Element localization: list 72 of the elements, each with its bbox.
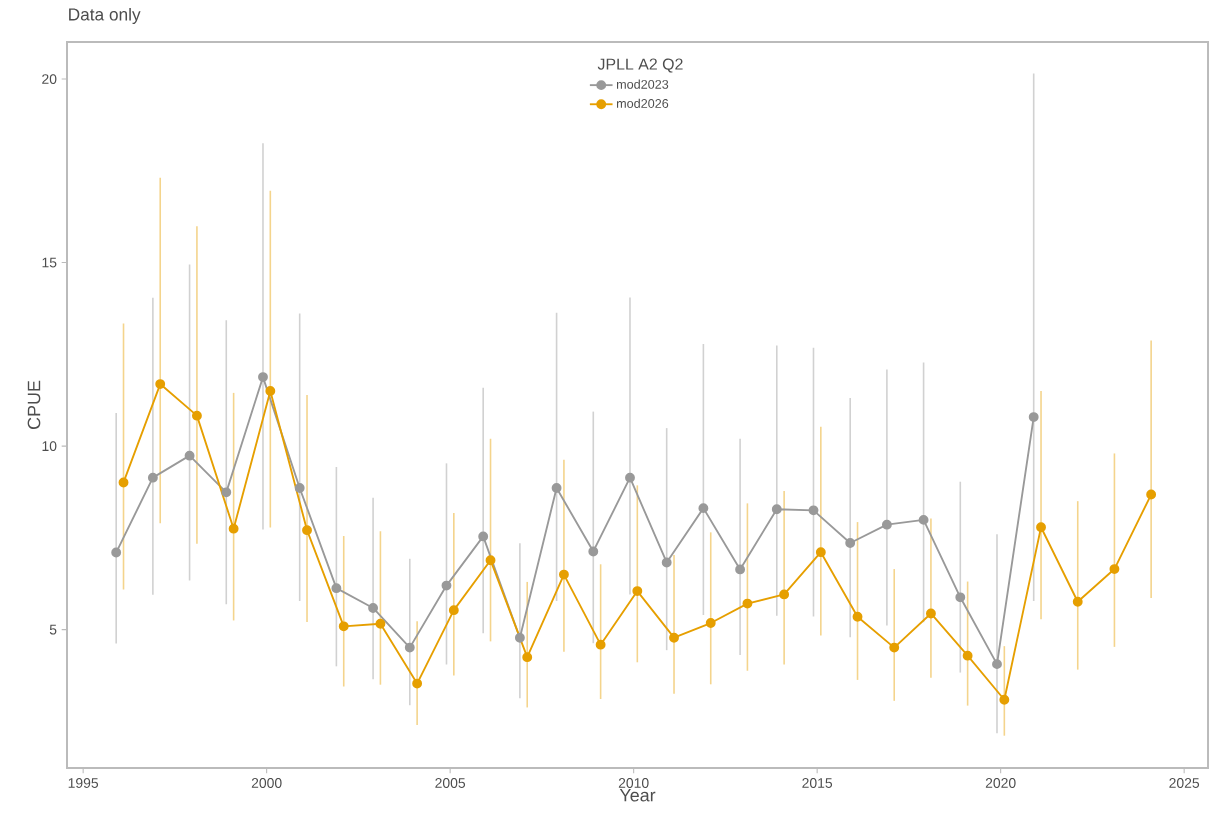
y-axis-title: CPUE — [27, 380, 41, 429]
point — [441, 580, 452, 591]
point — [918, 514, 929, 525]
point — [742, 598, 753, 609]
point — [184, 450, 195, 461]
point — [852, 611, 863, 622]
point — [992, 659, 1002, 670]
y-tick-label: 5 — [49, 624, 57, 635]
point — [111, 547, 122, 558]
point — [265, 386, 276, 396]
y-tick-label: 20 — [42, 74, 57, 85]
point — [1109, 564, 1120, 574]
point — [999, 694, 1010, 705]
point — [1146, 489, 1157, 500]
point — [155, 379, 166, 390]
point — [1028, 412, 1039, 423]
x-tick-label: 2005 — [435, 778, 466, 788]
x-tick-label: 2025 — [1169, 778, 1200, 788]
point — [558, 569, 569, 580]
point — [1036, 522, 1046, 533]
point — [338, 621, 349, 632]
point — [735, 564, 746, 575]
point — [808, 505, 819, 516]
point — [625, 472, 635, 483]
x-tick-label: 2000 — [251, 778, 282, 788]
point — [478, 531, 489, 542]
point — [514, 632, 525, 643]
point — [779, 589, 790, 600]
chart-title: Data only — [69, 7, 141, 24]
y-tick-label: 15 — [42, 257, 57, 268]
point — [632, 586, 643, 597]
point — [962, 650, 973, 661]
x-tick-label: 2015 — [802, 778, 833, 788]
point — [925, 608, 936, 619]
point — [551, 483, 562, 493]
point — [448, 605, 459, 616]
point — [302, 525, 312, 536]
point — [404, 642, 415, 653]
point — [771, 504, 782, 515]
point — [845, 538, 856, 548]
point — [331, 583, 342, 594]
point — [485, 555, 496, 566]
y-tick-label: 10 — [42, 441, 57, 452]
point — [955, 592, 966, 603]
point — [698, 503, 709, 514]
point — [412, 678, 423, 689]
point — [228, 523, 239, 534]
x-tick-label: 1995 — [68, 778, 99, 788]
point — [705, 618, 716, 628]
legend-label: mod2026 — [616, 98, 669, 108]
legend-label: mod2023 — [616, 79, 669, 89]
point — [118, 477, 129, 488]
x-tick-label: 2010 — [618, 778, 649, 788]
point — [881, 519, 892, 530]
point — [669, 632, 679, 643]
point — [258, 372, 268, 383]
legend-title: JPLL A2 Q2 — [597, 58, 683, 73]
point — [595, 639, 606, 650]
point — [661, 557, 672, 568]
point — [191, 410, 202, 421]
point — [815, 547, 826, 558]
point — [375, 618, 386, 629]
point — [522, 652, 533, 663]
point — [294, 483, 305, 493]
x-axis-title: Year — [619, 789, 656, 802]
point — [368, 603, 379, 613]
point — [1072, 596, 1083, 607]
point — [147, 472, 158, 483]
point — [221, 487, 232, 498]
point — [588, 546, 599, 557]
point — [889, 642, 900, 653]
x-tick-label: 2020 — [985, 778, 1016, 788]
